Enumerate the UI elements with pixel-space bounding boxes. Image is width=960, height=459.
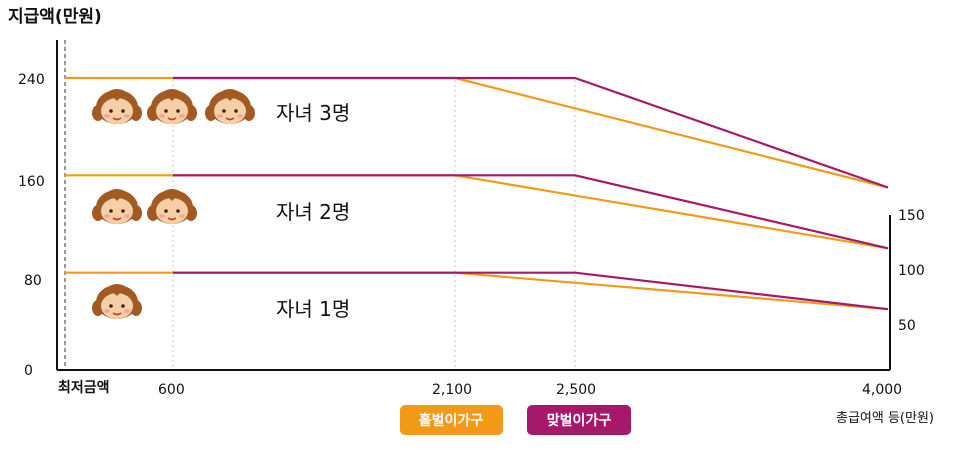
group-label-1-child: 자녀 1명 xyxy=(276,297,350,321)
dual-income-line-1-children xyxy=(173,271,889,311)
x-tick-label: 600 xyxy=(158,382,185,398)
single-income-line-3-children xyxy=(65,76,889,189)
group-label-2-children: 자녀 2명 xyxy=(276,200,350,224)
x-tick-label: 최저금액 xyxy=(58,379,110,396)
legend-single-label: 홑벌이가구 xyxy=(419,412,484,429)
y-tick-label: 160 xyxy=(18,174,45,190)
right-y-tick-label: 50 xyxy=(898,318,916,334)
legend-single-swatch xyxy=(400,405,503,435)
y-tick-label: 80 xyxy=(24,273,42,289)
group-label-3-children: 자녀 3명 xyxy=(276,101,350,125)
child-icon xyxy=(146,188,198,225)
child-icon xyxy=(204,88,256,125)
y-tick-label: 0 xyxy=(24,363,33,379)
child-icon xyxy=(91,188,143,225)
legend-dual-label: 맞벌이가구 xyxy=(547,412,612,429)
child-icon xyxy=(146,88,198,125)
child-icon xyxy=(91,88,143,125)
x-tick-label: 2,500 xyxy=(556,382,596,398)
right-y-tick-label: 100 xyxy=(898,263,925,279)
right-y-tick-label: 150 xyxy=(898,208,925,224)
child-icon xyxy=(91,283,143,320)
y-tick-label: 240 xyxy=(18,72,45,88)
gridlines xyxy=(172,80,576,370)
legend-dual-swatch xyxy=(527,405,631,435)
single-income-line-1-children xyxy=(65,271,889,311)
x-axis-label: 총급여액 등(만원) xyxy=(836,411,934,426)
x-tick-label: 4,000 xyxy=(862,382,902,398)
dual-income-line-3-children xyxy=(173,76,889,189)
chart-title: 지급액(만원) xyxy=(8,7,102,27)
x-tick-label: 2,100 xyxy=(432,382,472,398)
dual-income-line-2-children xyxy=(173,174,889,250)
series-lines xyxy=(65,76,889,311)
